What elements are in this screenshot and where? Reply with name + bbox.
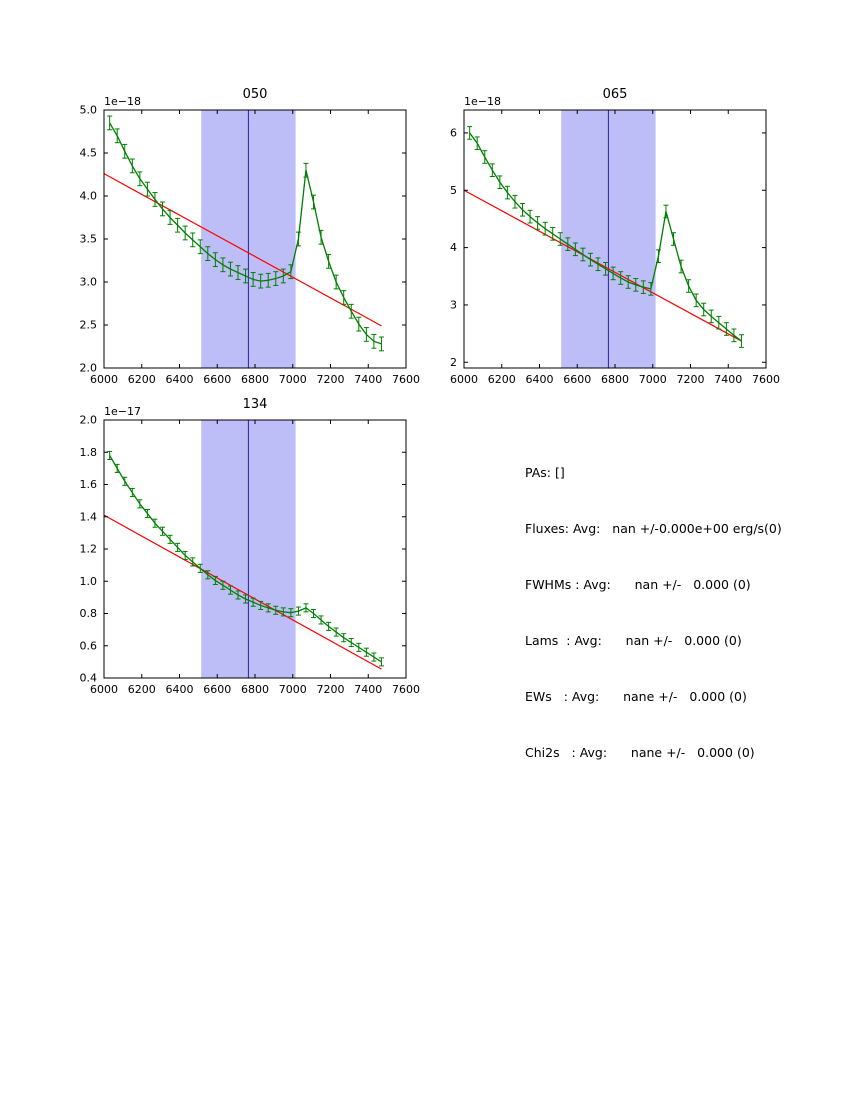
x-tick-label: 7000 [639,373,667,386]
x-tick-label: 6400 [166,683,194,696]
spectrum-plot-050: 6000 6200 6400 6600 6800 7000 7200 7400 7600 2.0 2… [80,87,421,386]
stats-line-fwhms: FWHMs : Avg: nan +/- 0.000 (0) [525,577,751,592]
stats-line-pas: PAs: [] [525,465,565,480]
x-tick-label: 7600 [392,683,420,696]
y-tick-label: 1.2 [80,543,98,556]
y-offset-label: 1e−18 [104,95,141,108]
y-tick-label: 2.0 [80,414,98,427]
x-tick-label: 6000 [90,373,118,386]
y-offset-label: 1e−18 [464,95,501,108]
x-tick-label: 6800 [601,373,629,386]
x-tick-label: 6000 [90,683,118,696]
continuum-fit-line [103,173,382,327]
y-tick-label: 1.4 [80,510,98,523]
spectrum-curve [109,455,382,663]
y-tick-label: 3.0 [80,276,98,289]
x-tick-label: 6200 [488,373,516,386]
x-tick-label: 7600 [392,373,420,386]
spectrum-plot-065: 6000 6200 6400 6600 6800 7000 7200 7400 7600 2 3 4 5… [450,87,780,386]
plot-title: 050 [243,87,268,102]
continuum-fit-line [103,514,382,670]
x-tick-label: 6600 [203,373,231,386]
continuum-fit-line [463,189,742,342]
x-tick-label: 6800 [241,373,269,386]
x-tick-label: 7400 [714,373,742,386]
x-tick-label: 6600 [203,683,231,696]
y-tick-label: 4.5 [80,147,98,160]
y-tick-label: 2.0 [80,362,98,375]
stats-line-ews: EWs : Avg: nane +/- 0.000 (0) [525,689,747,704]
y-tick-label: 1.8 [80,446,98,459]
x-tick-label: 6200 [128,373,156,386]
x-tick-label: 6000 [450,373,478,386]
y-tick-label: 1.0 [80,575,98,588]
x-tick-label: 7200 [317,373,345,386]
y-tick-label: 2.5 [80,319,98,332]
spectrum-curve [109,122,382,345]
stats-block: PAs: [] Fluxes: Avg: nan +/-0.000e+00 er… [525,430,782,796]
y-tick-label: 3.5 [80,233,98,246]
spectrum-curve [469,132,742,342]
y-tick-label: 0.6 [80,639,98,652]
y-tick-label: 2 [450,356,457,369]
x-tick-label: 7200 [677,373,705,386]
x-tick-label: 6400 [166,373,194,386]
x-tick-label: 6200 [128,683,156,696]
y-offset-label: 1e−17 [104,405,141,418]
y-tick-label: 0.8 [80,607,98,620]
y-tick-label: 3 [450,298,457,311]
stats-line-fluxes: Fluxes: Avg: nan +/-0.000e+00 erg/s(0) [525,521,782,536]
y-tick-label: 4.0 [80,190,98,203]
y-tick-label: 6 [450,126,457,139]
x-tick-label: 7200 [317,683,345,696]
stats-line-lams: Lams : Avg: nan +/- 0.000 (0) [525,633,742,648]
x-tick-label: 7400 [354,373,382,386]
x-tick-label: 7400 [354,683,382,696]
stats-line-chi2s: Chi2s : Avg: nane +/- 0.000 (0) [525,745,755,760]
x-tick-label: 6800 [241,683,269,696]
y-tick-label: 1.6 [80,478,98,491]
spectrum-plot-134: 6000 6200 6400 6600 6800 7000 7200 7400 7600 0.4 0… [80,397,421,696]
y-tick-label: 4 [450,241,457,254]
x-tick-label: 7000 [279,683,307,696]
x-tick-label: 7000 [279,373,307,386]
y-tick-label: 5.0 [80,104,98,117]
plot-title: 134 [243,397,268,412]
y-tick-label: 0.4 [80,672,98,685]
x-tick-label: 6600 [563,373,591,386]
plot-title: 065 [603,87,628,102]
x-tick-label: 6400 [526,373,554,386]
x-tick-label: 7600 [752,373,780,386]
y-tick-label: 5 [450,184,457,197]
